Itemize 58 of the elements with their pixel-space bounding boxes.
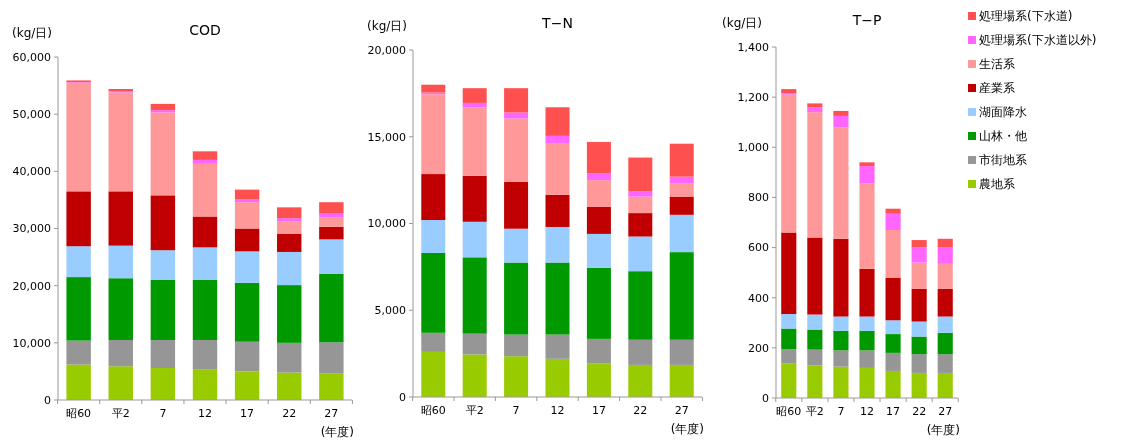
x-tick-label: 17 <box>886 405 901 418</box>
x-tick-label: 22 <box>282 407 297 420</box>
legend-label: 市街地系 <box>979 153 1027 168</box>
y-axis-title: (kg/日) <box>722 16 762 30</box>
y-tick-label: 20,000 <box>367 43 406 57</box>
x-tick-label: 27 <box>938 405 953 418</box>
x-tick-label: 12 <box>198 407 212 420</box>
chart-title: T−N <box>541 15 573 31</box>
x-tick-label: 昭60 <box>420 404 446 417</box>
x-tick-label: 12 <box>550 404 565 417</box>
y-tick-label: 600 <box>748 241 769 255</box>
chart-title: T−P <box>851 12 882 28</box>
y-axis-title: (kg/日) <box>12 26 52 40</box>
x-tick-label: 昭60 <box>66 407 92 420</box>
y-tick-label: 400 <box>748 291 769 305</box>
legend-label: 農地系 <box>979 177 1015 192</box>
x-tick-label: 17 <box>240 407 255 420</box>
y-tick-label: 20,000 <box>12 279 51 293</box>
y-tick-label: 50,000 <box>12 108 51 122</box>
x-tick-label: 7 <box>512 404 520 417</box>
x-tick-label: 17 <box>591 404 606 417</box>
x-tick-label: 27 <box>674 404 689 417</box>
y-tick-label: 0 <box>44 393 51 407</box>
y-tick-label: 1,400 <box>737 40 769 54</box>
x-tick-label: 22 <box>912 405 927 418</box>
x-axis-title: (年度) <box>320 425 354 439</box>
legend-label: 山林・他 <box>979 129 1027 144</box>
legend-label: 生活系 <box>979 57 1015 72</box>
y-axis-title: (kg/日) <box>367 19 407 33</box>
y-tick-label: 40,000 <box>12 165 51 179</box>
x-tick-label: 7 <box>837 405 845 418</box>
x-tick-label: 昭60 <box>776 405 802 418</box>
x-tick-label: 12 <box>860 405 874 418</box>
y-tick-label: 200 <box>748 341 769 355</box>
y-tick-label: 1,000 <box>737 141 769 155</box>
x-tick-label: 平2 <box>111 407 130 420</box>
x-tick-label: 7 <box>159 407 167 420</box>
legend-label: 湖面降水 <box>979 105 1027 120</box>
legend-label: 処理場系(下水道以外) <box>979 33 1097 48</box>
legend-label: 産業系 <box>979 81 1015 96</box>
y-tick-label: 10,000 <box>12 336 51 350</box>
x-tick-label: 平2 <box>465 404 484 417</box>
x-tick-label: 22 <box>633 404 648 417</box>
x-axis-title: (年度) <box>926 423 960 437</box>
y-tick-label: 30,000 <box>12 222 51 236</box>
y-tick-label: 0 <box>399 390 406 404</box>
y-tick-label: 800 <box>748 191 769 205</box>
y-tick-label: 15,000 <box>367 130 406 144</box>
y-tick-label: 0 <box>762 391 769 405</box>
y-tick-label: 1,200 <box>737 90 769 104</box>
x-tick-label: 27 <box>324 407 339 420</box>
x-axis-title: (年度) <box>670 422 704 436</box>
y-tick-label: 10,000 <box>367 217 406 231</box>
y-tick-label: 60,000 <box>12 50 51 64</box>
x-tick-label: 平2 <box>805 405 824 418</box>
legend-label: 処理場系(下水道) <box>979 9 1073 24</box>
chart-title: COD <box>189 22 221 38</box>
y-tick-label: 5,000 <box>374 304 406 318</box>
